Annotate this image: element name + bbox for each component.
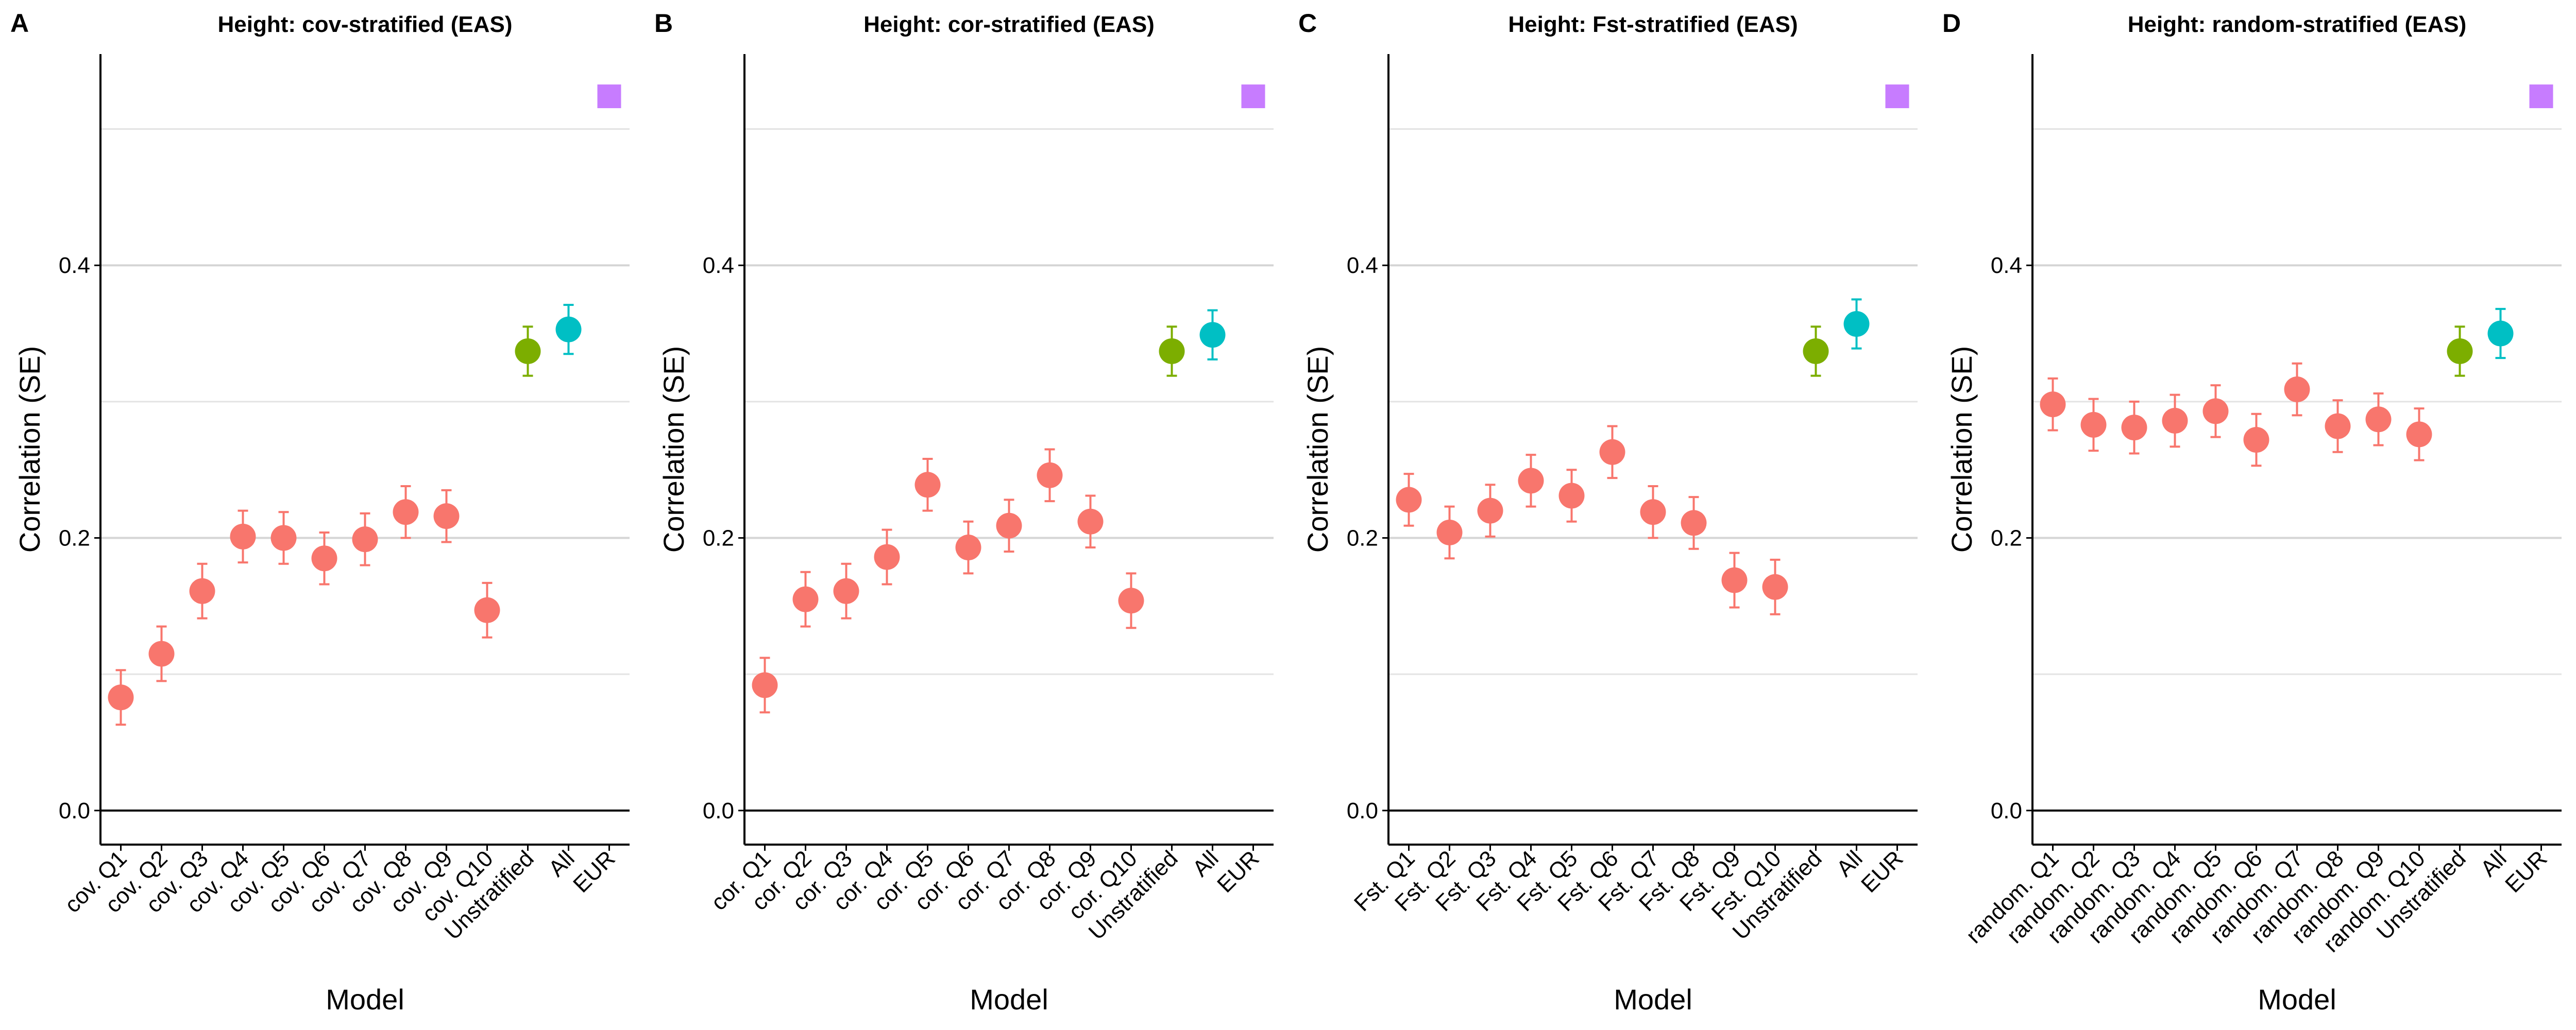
point-stratified xyxy=(148,641,175,667)
point-stratified xyxy=(1681,510,1707,536)
panel-letter: D xyxy=(1942,9,1961,38)
point-eur xyxy=(1241,84,1265,109)
point-stratified xyxy=(1077,508,1104,535)
point-stratified xyxy=(352,526,378,553)
y-axis-title: Correlation (SE) xyxy=(657,346,690,553)
point-stratified xyxy=(1558,483,1585,509)
y-tick-label: 0.0 xyxy=(1991,798,2022,823)
panel-b: B Height: cor-stratified (EAS) 0.0 0.2 0.4 Co… xyxy=(654,9,1274,1016)
point-all xyxy=(2487,320,2514,347)
point-all xyxy=(1199,322,1226,348)
panel-title: Height: random-stratified (EAS) xyxy=(2128,12,2467,37)
point-stratified xyxy=(108,684,134,711)
point-stratified xyxy=(955,535,981,561)
y-tick-label: 0.0 xyxy=(703,798,734,823)
y-tick-label: 0.4 xyxy=(1991,253,2022,278)
y-tick-label: 0.0 xyxy=(59,798,90,823)
point-stratified xyxy=(311,545,337,572)
y-tick-label: 0.0 xyxy=(1347,798,1378,823)
point-stratified xyxy=(1037,462,1063,488)
point-eur xyxy=(597,84,621,109)
point-stratified xyxy=(2284,376,2310,403)
point-unstratified xyxy=(1159,338,1185,364)
point-stratified xyxy=(2121,415,2147,441)
y-axis-title: Correlation (SE) xyxy=(1301,346,1334,553)
x-axis-title: Model xyxy=(2258,983,2336,1016)
y-tick-label: 0.4 xyxy=(703,253,734,278)
point-stratified xyxy=(189,578,215,604)
point-eur xyxy=(2529,84,2553,109)
y-axis-title: Correlation (SE) xyxy=(13,346,46,553)
point-all xyxy=(1843,311,1870,337)
panel-c: C Height: Fst-stratified (EAS) 0.0 0.2 0.4 Co… xyxy=(1298,9,1918,1016)
point-stratified xyxy=(393,499,419,525)
y-tick-label: 0.2 xyxy=(59,526,90,551)
point-stratified xyxy=(792,586,819,612)
y-tick-label: 0.2 xyxy=(1991,526,2022,551)
y-axis-title: Correlation (SE) xyxy=(1945,346,1978,553)
y-tick-label: 0.2 xyxy=(703,526,734,551)
point-stratified xyxy=(914,472,941,498)
point-stratified xyxy=(1762,574,1788,600)
point-unstratified xyxy=(1803,338,1829,364)
point-unstratified xyxy=(515,338,541,364)
x-tick-label: EUR xyxy=(2500,846,2552,897)
point-stratified xyxy=(1118,588,1144,614)
x-tick-label: EUR xyxy=(1212,846,1264,897)
x-tick-label: EUR xyxy=(1856,846,1908,897)
point-stratified xyxy=(474,597,500,623)
panel-title: Height: Fst-stratified (EAS) xyxy=(1508,12,1798,37)
point-stratified xyxy=(1396,487,1422,513)
x-axis-title: Model xyxy=(1614,983,1692,1016)
point-stratified xyxy=(2202,398,2229,424)
point-stratified xyxy=(2040,391,2066,418)
point-stratified xyxy=(1640,499,1666,525)
point-unstratified xyxy=(2447,338,2473,364)
point-stratified xyxy=(2406,421,2432,448)
point-stratified xyxy=(1477,497,1503,524)
point-stratified xyxy=(2162,407,2188,434)
point-stratified xyxy=(1599,439,1625,465)
point-stratified xyxy=(2325,413,2351,439)
x-axis-title: Model xyxy=(326,983,404,1016)
panel-title: Height: cov-stratified (EAS) xyxy=(217,12,512,37)
x-axis-title: Model xyxy=(970,983,1048,1016)
point-stratified xyxy=(230,523,256,550)
point-stratified xyxy=(1721,567,1748,593)
point-stratified xyxy=(1518,468,1544,494)
point-stratified xyxy=(2365,406,2392,433)
point-eur xyxy=(1885,84,1909,109)
panel-letter: B xyxy=(654,9,673,38)
point-stratified xyxy=(874,544,900,570)
panel-title: Height: cor-stratified (EAS) xyxy=(863,12,1155,37)
point-stratified xyxy=(752,672,778,698)
y-tick-label: 0.4 xyxy=(1347,253,1378,278)
point-all xyxy=(555,316,582,342)
y-tick-label: 0.2 xyxy=(1347,526,1378,551)
panel-a: A Height: cov-stratified (EAS) 0.0 0.2 0.4 Co… xyxy=(10,9,630,1016)
point-stratified xyxy=(270,525,297,551)
point-stratified xyxy=(433,503,460,529)
panel-letter: A xyxy=(10,9,29,38)
point-stratified xyxy=(2243,426,2269,453)
panel-d: D Height: random-stratified (EAS) 0.0 0.2 0.… xyxy=(1942,9,2562,1016)
point-stratified xyxy=(2080,411,2107,438)
point-stratified xyxy=(833,578,859,604)
y-tick-label: 0.4 xyxy=(59,253,90,278)
x-tick-label: EUR xyxy=(568,846,620,897)
panel-letter: C xyxy=(1298,9,1317,38)
point-stratified xyxy=(996,512,1022,539)
point-stratified xyxy=(1436,519,1463,545)
